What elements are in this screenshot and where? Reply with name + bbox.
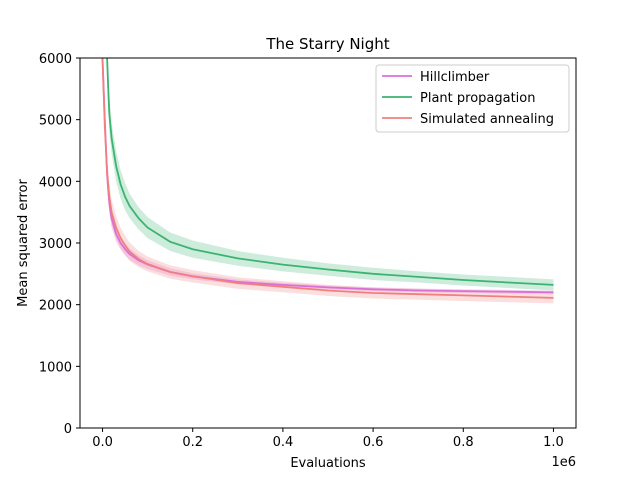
legend-box <box>375 64 570 133</box>
y-tick-label: 5000 <box>39 114 72 129</box>
x-axis-ticks: 0.0 0.2 0.4 0.6 0.8 1.0 <box>92 428 564 450</box>
y-axis-label: Mean squared error <box>16 179 31 307</box>
legend: Hillclimber Plant propagation Simulated an… <box>375 64 570 133</box>
legend-label-plant-propagation: Plant propagation <box>420 91 536 106</box>
x-tick-label: 0.2 <box>182 435 203 450</box>
chart-title: The Starry Night <box>265 35 389 53</box>
x-tick-label: 0.4 <box>273 435 294 450</box>
y-tick-label: 6000 <box>39 52 72 67</box>
y-tick-label: 0 <box>64 422 72 437</box>
x-tick-label: 0.8 <box>453 435 474 450</box>
y-axis-ticks: 0 1000 2000 3000 4000 5000 6000 <box>39 52 80 437</box>
legend-label-simulated-annealing: Simulated annealing <box>420 112 554 127</box>
x-tick-label: 0.0 <box>92 435 113 450</box>
legend-label-hillclimber: Hillclimber <box>420 70 490 85</box>
series-lines <box>101 57 554 299</box>
y-tick-label: 4000 <box>39 175 72 190</box>
y-tick-label: 3000 <box>39 237 72 252</box>
series-line-simulated-annealing <box>101 57 554 299</box>
x-axis-offset-label: 1e6 <box>551 455 576 470</box>
x-tick-label: 0.6 <box>363 435 384 450</box>
x-axis-label: Evaluations <box>290 456 366 471</box>
y-tick-label: 2000 <box>39 299 72 314</box>
series-line-plant-propagation <box>106 57 554 286</box>
x-tick-label: 1.0 <box>543 435 564 450</box>
y-tick-label: 1000 <box>39 360 72 375</box>
